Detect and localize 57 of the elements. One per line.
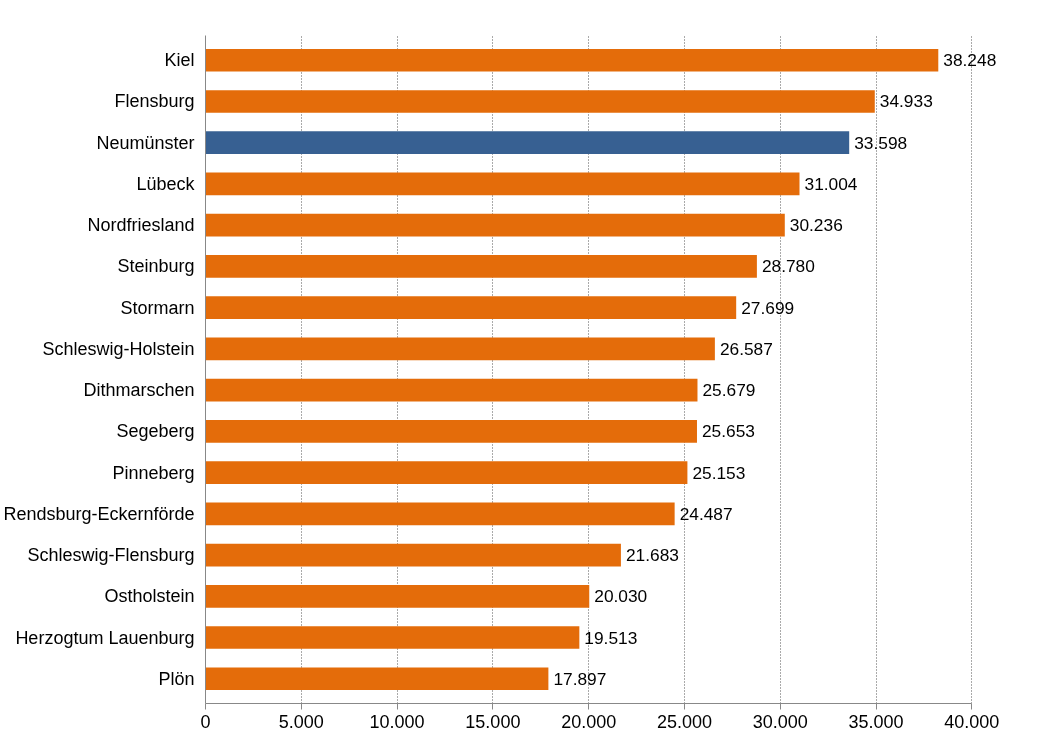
y-tick-label: Kiel bbox=[164, 50, 195, 71]
data-label: 34.933 bbox=[879, 91, 933, 112]
bar bbox=[205, 48, 939, 72]
bar bbox=[205, 420, 697, 443]
data-label: 20.030 bbox=[594, 586, 648, 607]
bar bbox=[205, 213, 785, 237]
data-label: 17.897 bbox=[553, 668, 607, 689]
bar bbox=[205, 255, 757, 278]
data-label: 26.587 bbox=[719, 338, 773, 359]
bar bbox=[205, 378, 698, 402]
bar bbox=[205, 461, 688, 484]
x-tick-label: 20.000 bbox=[561, 711, 617, 732]
data-label: 28.780 bbox=[761, 256, 815, 277]
bar bbox=[205, 584, 590, 608]
data-label: 25.653 bbox=[701, 421, 755, 442]
y-tick-label: Herzogtum Lauenburg bbox=[15, 627, 195, 648]
y-tick-label: Rendsburg-Eckernförde bbox=[3, 503, 195, 524]
x-tick-label: 25.000 bbox=[656, 711, 713, 732]
y-tick-label: Schleswig-Holstein bbox=[42, 338, 195, 359]
bar bbox=[205, 626, 580, 649]
y-tick-label: Dithmarschen bbox=[83, 380, 195, 401]
x-tick-label: 40.000 bbox=[944, 711, 1000, 732]
x-tick-label: 30.000 bbox=[752, 711, 808, 732]
bar bbox=[205, 90, 875, 113]
y-tick-label: Schleswig-Flensburg bbox=[27, 545, 195, 566]
bar bbox=[205, 667, 549, 691]
y-tick-label: Lübeck bbox=[136, 173, 196, 194]
y-tick-label: Nordfriesland bbox=[87, 215, 195, 236]
data-label: 27.699 bbox=[741, 297, 795, 318]
y-tick-label: Neumünster bbox=[96, 132, 195, 153]
x-tick-label: 5.000 bbox=[278, 711, 324, 732]
data-label: 31.004 bbox=[804, 173, 858, 194]
y-tick-label: Plön bbox=[158, 668, 195, 689]
y-tick-label: Pinneberg bbox=[112, 462, 195, 483]
y-tick-label: Ostholstein bbox=[104, 586, 195, 607]
data-label: 38.248 bbox=[943, 50, 997, 71]
data-label: 21.683 bbox=[625, 545, 679, 566]
data-label: 24.487 bbox=[679, 503, 733, 524]
data-label: 33.598 bbox=[854, 132, 908, 153]
y-tick-label: Steinburg bbox=[117, 256, 195, 277]
y-tick-label: Flensburg bbox=[114, 91, 195, 112]
bar bbox=[205, 131, 850, 155]
bar bbox=[205, 296, 737, 319]
data-label: 25.679 bbox=[702, 380, 756, 401]
bar bbox=[205, 502, 675, 526]
data-label: 25.153 bbox=[692, 462, 746, 483]
x-tick-label: 15.000 bbox=[465, 711, 521, 732]
data-label: 30.236 bbox=[789, 215, 843, 236]
y-tick-label: Segeberg bbox=[116, 421, 195, 442]
y-tick-label: Stormarn bbox=[120, 297, 195, 318]
bar bbox=[205, 543, 621, 567]
bar bbox=[205, 337, 715, 361]
x-tick-label: 0 bbox=[200, 711, 211, 732]
bar bbox=[205, 172, 800, 196]
data-label: 19.513 bbox=[584, 627, 638, 648]
x-tick-label: 35.000 bbox=[848, 711, 904, 732]
x-tick-label: 10.000 bbox=[369, 711, 425, 732]
